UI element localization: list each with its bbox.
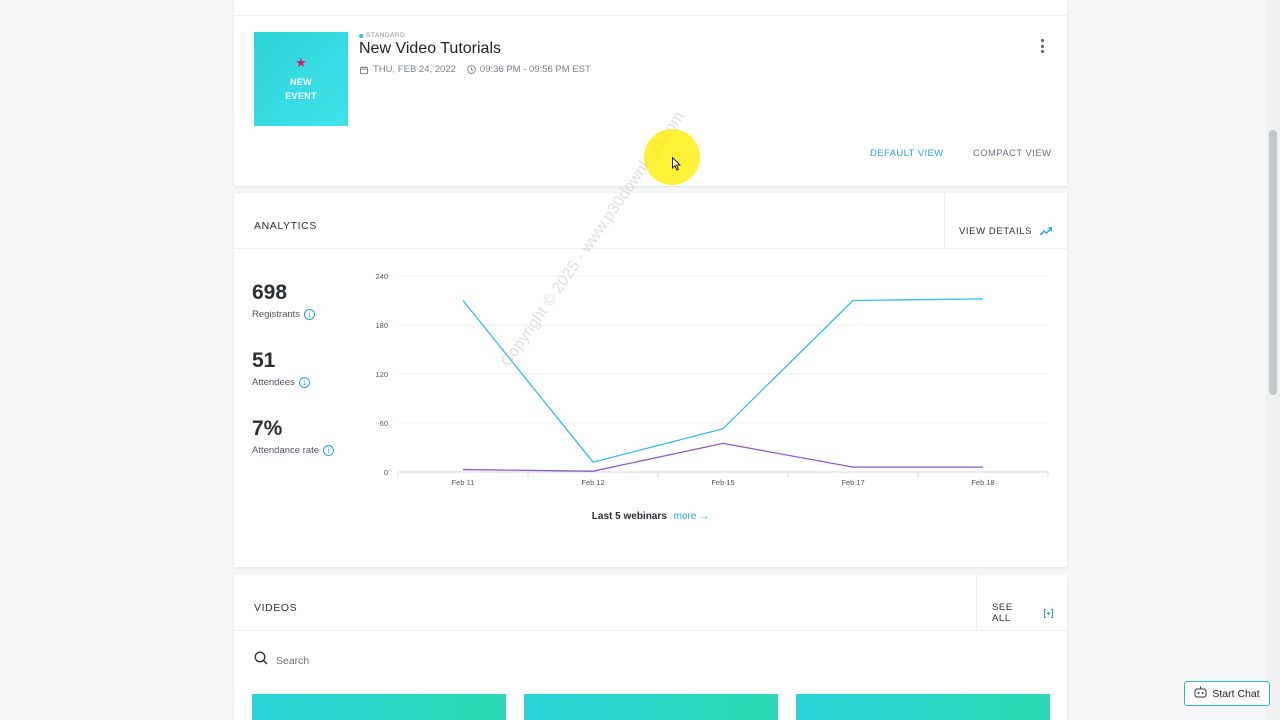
x-tick-label: Feb 12 — [581, 478, 604, 487]
stat-attendees: 51 Attendees i — [252, 349, 310, 388]
y-tick-label: 120 — [375, 370, 388, 379]
chart-footer-text: Last 5 webinars — [591, 511, 667, 522]
analytics-card: ANALYTICS VIEW DETAILS 698 Registrants i … — [234, 193, 1067, 567]
stat-label-row: Attendees i — [252, 377, 310, 388]
stat-label-row: Attendance rate i — [252, 445, 335, 456]
thumbnail-line-1: NEW — [290, 76, 312, 87]
compact-view-button[interactable]: COMPACT VIEW — [973, 148, 1052, 159]
thumbnail-line-2: EVENT — [285, 90, 317, 101]
more-link[interactable]: more → — [674, 511, 710, 522]
expand-icon — [1044, 608, 1053, 618]
more-link-label: more — [673, 511, 697, 522]
x-tick-label: Feb 11 — [452, 478, 475, 487]
stat-label: Attendance rate — [252, 445, 320, 456]
analytics-title: ANALYTICS — [254, 220, 317, 232]
x-tick-label: Feb 17 — [841, 478, 864, 487]
event-date: THU, FEB 24, 2022 — [360, 64, 456, 75]
chart-footer: Last 5 webinars more → — [234, 511, 1067, 522]
view-details-label: VIEW DETAILS — [959, 225, 1033, 237]
x-tick-label: Feb 18 — [971, 478, 994, 487]
stat-value: 51 — [252, 349, 276, 372]
event-time-text: 09:36 PM - 09:56 PM EST — [479, 64, 591, 75]
stat-value: 698 — [252, 281, 288, 304]
search-input[interactable] — [276, 654, 576, 667]
videos-card: VIDEOS SEE ALL — [234, 575, 1067, 720]
chat-bot-icon — [1194, 686, 1207, 701]
video-thumbnail[interactable] — [252, 694, 506, 720]
y-tick-label: 0 — [384, 468, 388, 477]
stat-value: 7% — [252, 417, 283, 440]
event-thumbnail[interactable]: ★ NEW EVENT — [254, 32, 348, 126]
calendar-icon — [360, 65, 368, 74]
stat-registrants: 698 Registrants i — [252, 281, 316, 320]
info-icon[interactable]: i — [298, 377, 310, 388]
event-card-top-strip — [234, 0, 1067, 16]
event-time: 09:36 PM - 09:56 PM EST — [467, 64, 591, 75]
video-search — [254, 651, 576, 670]
arrow-right-icon: → — [699, 511, 710, 522]
event-meta: THU, FEB 24, 2022 09:36 PM - 09:56 PM ES… — [360, 64, 591, 75]
stat-label-row: Registrants i — [252, 309, 316, 320]
view-details-button[interactable]: VIEW DETAILS — [944, 193, 1067, 249]
stat-label: Attendees — [252, 377, 295, 388]
videos-header: VIDEOS SEE ALL — [234, 575, 1067, 631]
search-icon — [254, 651, 268, 670]
analytics-header: ANALYTICS VIEW DETAILS — [234, 193, 1067, 249]
y-tick-label: 60 — [380, 419, 388, 428]
cursor-highlight — [644, 129, 700, 185]
y-tick-label: 180 — [375, 321, 388, 330]
info-icon[interactable]: i — [304, 309, 316, 320]
stat-attendance-rate: 7% Attendance rate i — [252, 417, 335, 456]
series-line-0 — [462, 298, 984, 463]
stat-label: Registrants — [252, 309, 301, 320]
type-dot-icon — [359, 33, 363, 38]
page-scrollbar-thumb[interactable] — [1269, 130, 1277, 395]
clock-icon — [467, 65, 476, 74]
video-thumbnail[interactable] — [524, 694, 778, 720]
videos-title: VIDEOS — [254, 602, 298, 614]
x-tick-label: Feb 15 — [711, 478, 734, 487]
event-title[interactable]: New Video Tutorials — [359, 40, 501, 57]
start-chat-label: Start Chat — [1212, 687, 1260, 700]
mouse-cursor-icon — [672, 157, 681, 171]
event-type: STANDARD — [359, 32, 405, 39]
event-card: ★ NEW EVENT STANDARD New Video Tutorials… — [234, 0, 1067, 186]
see-all-label: SEE ALL — [992, 602, 1013, 624]
y-tick-label: 240 — [375, 272, 388, 281]
event-type-label: STANDARD — [366, 32, 406, 39]
event-date-text: THU, FEB 24, 2022 — [373, 64, 456, 75]
info-icon[interactable]: i — [323, 445, 335, 456]
video-thumbnail[interactable] — [796, 694, 1050, 720]
series-line-1 — [462, 442, 983, 472]
trend-chart-icon — [1040, 226, 1053, 236]
more-options-icon[interactable] — [1038, 38, 1046, 54]
registrants-line-chart: 0 60 120 180 240 Feb 11 Feb 12 Feb 15 Feb 17 Feb … — [375, 272, 1049, 487]
default-view-button[interactable]: DEFAULT VIEW — [870, 148, 944, 159]
star-icon: ★ — [295, 54, 307, 70]
see-all-button[interactable]: SEE ALL — [976, 575, 1067, 631]
start-chat-button[interactable]: Start Chat — [1184, 681, 1270, 706]
